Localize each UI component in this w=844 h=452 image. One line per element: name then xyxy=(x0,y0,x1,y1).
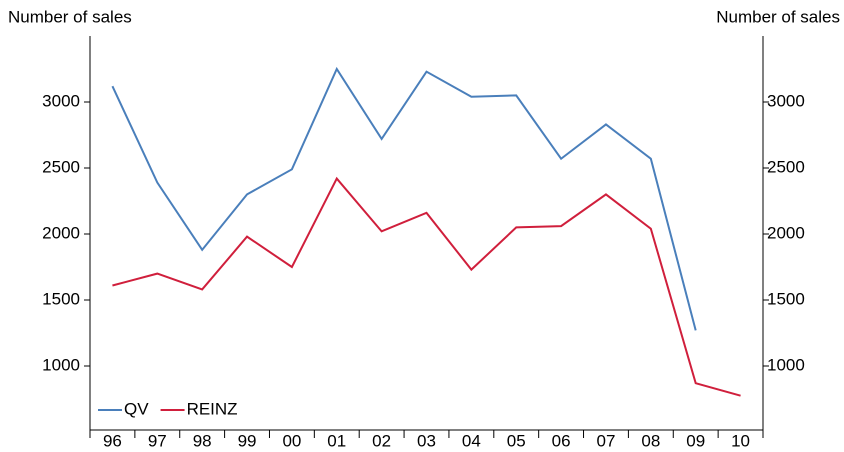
y2-tick-label: 1500 xyxy=(767,289,805,308)
x-tick-label: 03 xyxy=(417,431,436,450)
legend-label: REINZ xyxy=(187,399,238,418)
y2-axis-label: Number of sales xyxy=(716,7,840,26)
y2-tick-label: 2000 xyxy=(767,223,805,242)
y-axis-label: Number of sales xyxy=(8,7,132,26)
y-tick-label: 1500 xyxy=(42,289,80,308)
y-tick-label: 3000 xyxy=(42,91,80,110)
series-line xyxy=(112,176,741,397)
x-tick-label: 06 xyxy=(552,431,571,450)
x-tick-label: 01 xyxy=(327,431,346,450)
x-tick-label: 98 xyxy=(193,431,212,450)
x-tick-label: 00 xyxy=(282,431,301,450)
x-tick-label: 99 xyxy=(238,431,257,450)
y-tick-label: 2000 xyxy=(42,223,80,242)
y2-tick-label: 2500 xyxy=(767,157,805,176)
x-tick-label: 96 xyxy=(103,431,122,450)
y-tick-label: 1000 xyxy=(42,355,80,374)
y-tick-label: 2500 xyxy=(42,157,80,176)
x-tick-label: 02 xyxy=(372,431,391,450)
y2-tick-label: 1000 xyxy=(767,355,805,374)
x-tick-label: 04 xyxy=(462,431,481,450)
x-tick-label: 09 xyxy=(686,431,705,450)
x-tick-label: 97 xyxy=(148,431,167,450)
legend-label: QV xyxy=(124,399,149,418)
x-tick-label: 08 xyxy=(641,431,660,450)
x-tick-label: 05 xyxy=(507,431,526,450)
x-tick-label: 07 xyxy=(597,431,616,450)
series-line xyxy=(111,66,697,331)
x-tick-label: 10 xyxy=(731,431,750,450)
y2-tick-label: 3000 xyxy=(767,91,805,110)
